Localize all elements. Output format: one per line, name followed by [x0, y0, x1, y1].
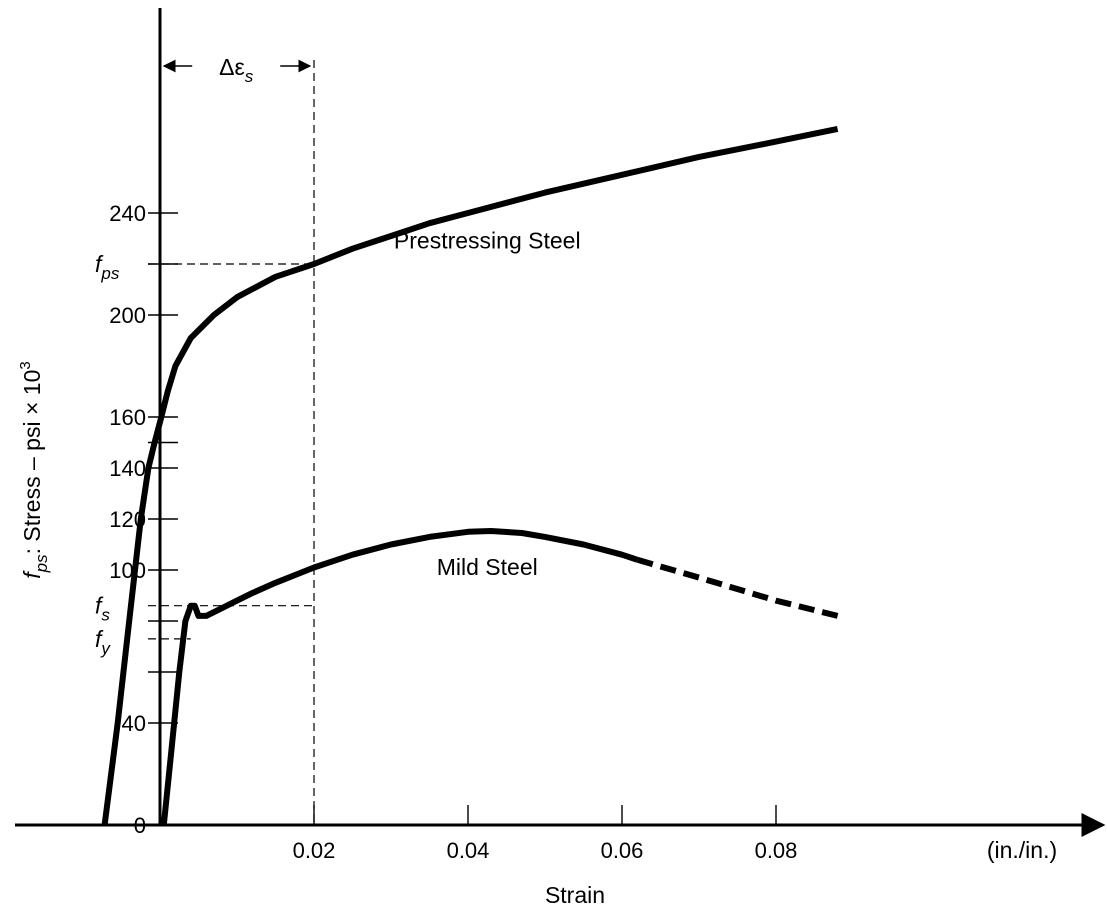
mild-steel-curve	[160, 528, 639, 826]
y-tick-label: 240	[109, 201, 146, 226]
y-tick-label: 200	[109, 303, 146, 328]
y-axis-title: fps: Stress – psi × 103	[17, 361, 51, 578]
prestressing-steel-curve	[101, 125, 839, 826]
mild-steel-label: Mild Steel	[437, 554, 538, 580]
y-tick-label: 100	[109, 558, 146, 583]
x-tick-label: 0.04	[447, 838, 490, 863]
x-axis-unit-label: (in./in.)	[987, 837, 1057, 863]
prestressing-steel-label: Prestressing Steel	[394, 228, 581, 254]
symbol-label: fps	[95, 251, 120, 283]
y-axis-ticks: 0 40 100 120 140 160 200 240	[109, 201, 178, 838]
x-tick-label: 0.06	[601, 838, 644, 863]
symbol-label-background	[192, 50, 281, 84]
symbol-subscript: s	[101, 606, 110, 625]
x-axis-ticks: 0.02 0.04 0.06 0.08	[293, 805, 798, 863]
symbol-main: f	[95, 626, 104, 652]
symbol-main: f	[95, 251, 104, 277]
y-tick-label: 160	[109, 405, 146, 430]
x-tick-label: 0.02	[293, 838, 336, 863]
symbol-subscript: ps	[100, 264, 119, 283]
x-tick-label: 0.08	[755, 838, 798, 863]
y-tick-label: 0	[134, 813, 146, 838]
symbol-main: f	[95, 593, 104, 619]
y-tick-label: 120	[109, 507, 146, 532]
y-axis-title-subscript: ps	[32, 554, 51, 573]
y-tick-label: 140	[109, 456, 146, 481]
y-axis-title-symbol: f	[19, 570, 45, 579]
curves	[101, 125, 839, 826]
symbol-label: Δεs	[219, 54, 254, 86]
symbol-subscript: y	[100, 639, 111, 658]
y-axis-title-text: : Stress – psi × 10	[19, 370, 45, 555]
symbol-label: fy	[95, 626, 111, 658]
symbol-label: fs	[95, 593, 110, 625]
symbol-main: Δε	[219, 54, 245, 80]
mild-steel-extrapolated-curve	[636, 556, 839, 619]
y-axis-title-superscript: 3	[17, 361, 34, 369]
symbol-subscript: s	[245, 67, 254, 86]
x-axis-title: Strain	[545, 882, 605, 908]
y-tick-label: 40	[122, 711, 146, 736]
